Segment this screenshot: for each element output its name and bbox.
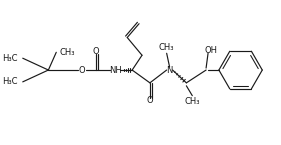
Text: O: O xyxy=(147,96,153,105)
Text: CH₃: CH₃ xyxy=(59,48,75,57)
Text: OH: OH xyxy=(205,46,217,55)
Text: CH₃: CH₃ xyxy=(185,97,200,106)
Text: O: O xyxy=(92,47,99,56)
Text: H₃C: H₃C xyxy=(2,77,18,86)
Text: CH₃: CH₃ xyxy=(159,43,175,52)
Text: NH: NH xyxy=(109,66,122,75)
Text: O: O xyxy=(79,66,85,75)
Text: N: N xyxy=(166,66,173,75)
Text: H₃C: H₃C xyxy=(2,54,18,63)
